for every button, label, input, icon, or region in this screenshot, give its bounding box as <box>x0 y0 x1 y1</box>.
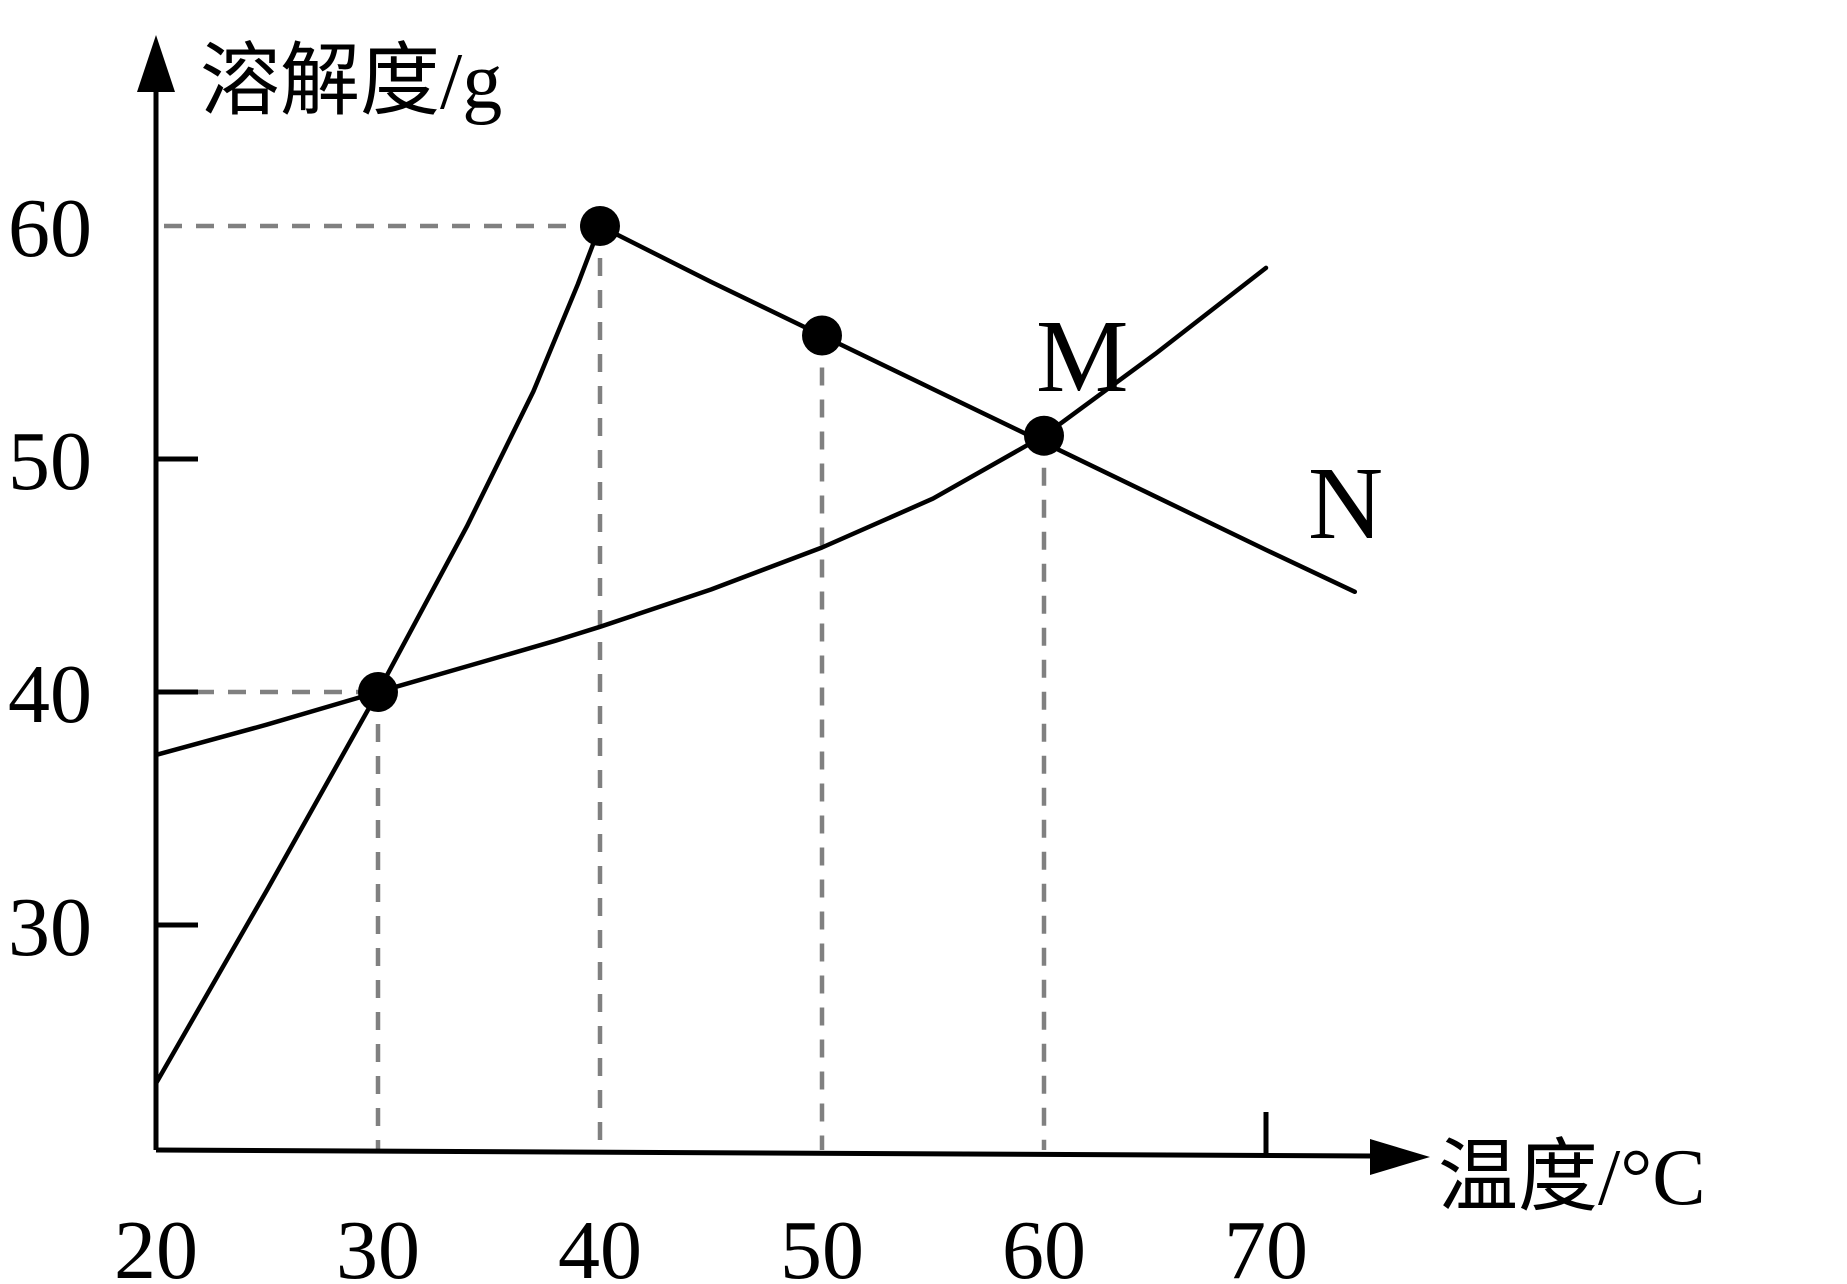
x-tick-label-30: 30 <box>336 1204 420 1284</box>
x-tick-label-20: 20 <box>114 1204 198 1284</box>
x-axis-label: 温度/°C <box>1438 1134 1706 1222</box>
marked-point-4 <box>1024 415 1064 456</box>
x-tick-label-60: 60 <box>1002 1204 1086 1284</box>
x-tick-label-40: 40 <box>558 1204 642 1284</box>
y-axis-arrow-icon <box>137 35 175 92</box>
y-axis-label: 溶解度/g <box>200 38 502 126</box>
marked-point-3 <box>802 315 842 356</box>
marked-point-1 <box>358 672 398 712</box>
guide-lines <box>164 223 1047 1150</box>
y-tick-label-30: 30 <box>8 881 92 974</box>
series-label-m: M <box>1036 299 1128 414</box>
marked-point-2 <box>580 206 620 246</box>
series-line-n <box>153 223 1358 1086</box>
x-axis-arrow-icon <box>1370 1139 1430 1175</box>
y-tick-label-40: 40 <box>8 648 92 741</box>
axes <box>137 35 1430 1175</box>
y-tick-label-60: 60 <box>8 182 92 275</box>
series-label-n: N <box>1308 446 1383 561</box>
x-tick-label-50: 50 <box>780 1204 864 1284</box>
axis-ticks: 30 40 50 60 20 30 40 50 60 70 <box>8 182 1308 1284</box>
x-tick-label-70: 70 <box>1224 1204 1308 1284</box>
x-axis-line <box>155 1147 1373 1159</box>
marked-points <box>358 206 1064 712</box>
y-tick-label-50: 50 <box>8 415 92 508</box>
solubility-curves <box>153 223 1358 1086</box>
